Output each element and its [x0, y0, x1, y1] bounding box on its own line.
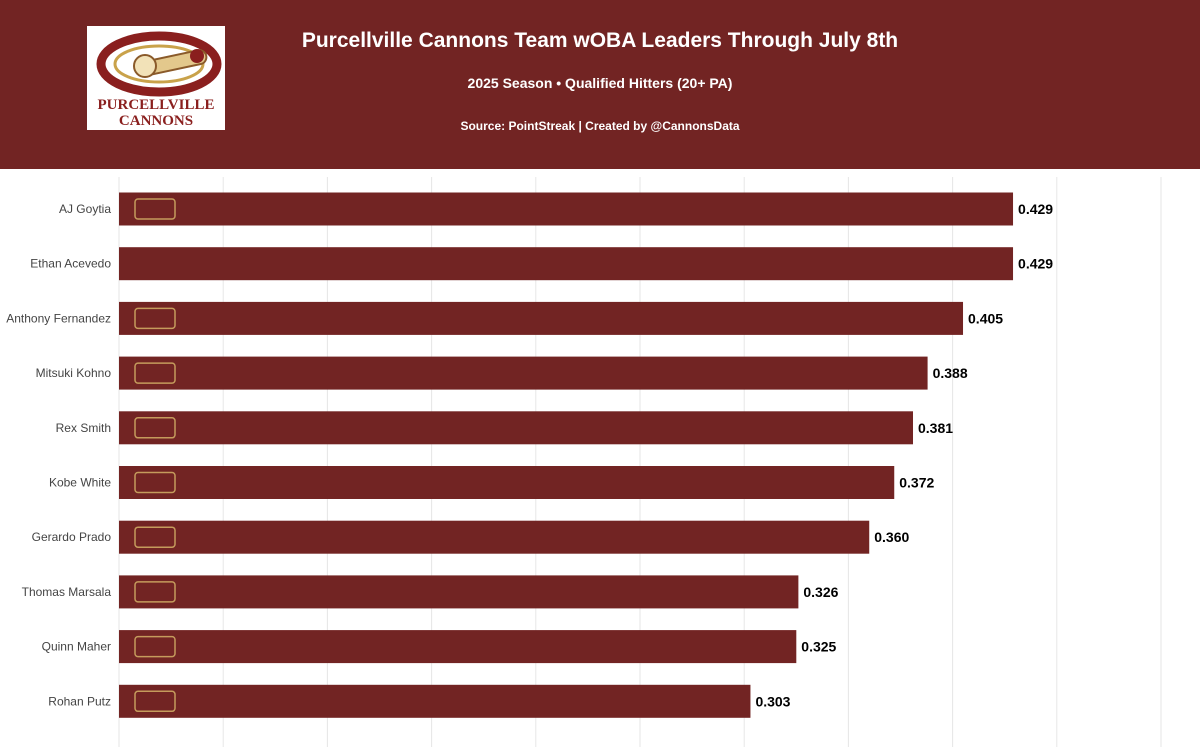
bar: [119, 247, 1014, 281]
value-label: 0.372: [899, 475, 934, 491]
value-label: 0.326: [803, 584, 838, 600]
category-label: Ethan Acevedo: [30, 257, 111, 271]
logo-line1: PURCELLVILLE: [97, 97, 215, 113]
logo-line2: CANNONS: [118, 113, 194, 129]
category-label: Kobe White: [49, 476, 111, 490]
bar: [119, 575, 799, 609]
header-banner: PURCELLVILLE CANNONS Purcellville Cannon…: [0, 0, 1200, 169]
bar: [119, 630, 797, 664]
value-label: 0.388: [933, 365, 968, 381]
category-label: Quinn Maher: [42, 640, 111, 654]
texas-tech-logo: [134, 198, 176, 220]
category-label: Gerardo Prado: [32, 530, 112, 544]
woba-bar-chart: AJ Goytia 0.429 Ethan Acevedo 0.429 Anthony …: [6, 177, 1162, 747]
value-label: 0.325: [801, 639, 836, 655]
vcu-logo: [134, 417, 176, 439]
wku-logo: [134, 581, 176, 603]
chart-source: Source: PointStreak | Created by @Cannon…: [460, 119, 740, 133]
chart-subtitle: 2025 Season • Qualified Hitters (20+ PA): [467, 75, 733, 91]
bar: [119, 192, 1014, 226]
category-label: AJ Goytia: [59, 202, 111, 216]
johnson-university-logo: [134, 362, 176, 384]
category-label: Anthony Fernandez: [6, 311, 111, 325]
value-label: 0.303: [755, 693, 790, 709]
cannon-emblem-icon: [96, 31, 222, 97]
st-bonaventure-bonnies-logo: [134, 307, 176, 330]
value-label: 0.360: [874, 529, 909, 545]
vcu-logo: [134, 635, 176, 658]
category-label: Thomas Marsala: [22, 585, 112, 599]
bar: [119, 684, 751, 718]
bar: [119, 520, 870, 554]
category-label: Rohan Putz: [48, 694, 111, 708]
bar: [119, 301, 964, 335]
chart-title: Purcellville Cannons Team wOBA Leaders T…: [301, 29, 899, 52]
cannons-logo: PURCELLVILLE CANNONS: [87, 26, 225, 130]
value-label: 0.429: [1018, 256, 1053, 272]
value-label: 0.381: [918, 420, 953, 436]
value-label: 0.429: [1018, 201, 1053, 217]
category-label: Rex Smith: [56, 421, 111, 435]
oklahoma-logo: [134, 526, 176, 548]
kansas-state-logo: [134, 690, 176, 713]
value-label: 0.405: [968, 310, 1003, 326]
bar: [119, 466, 895, 499]
bar: [119, 411, 914, 445]
bar: [119, 356, 928, 390]
louisiana-state-shreveport-logo: [134, 471, 176, 494]
category-label: Mitsuki Kohno: [36, 366, 112, 380]
